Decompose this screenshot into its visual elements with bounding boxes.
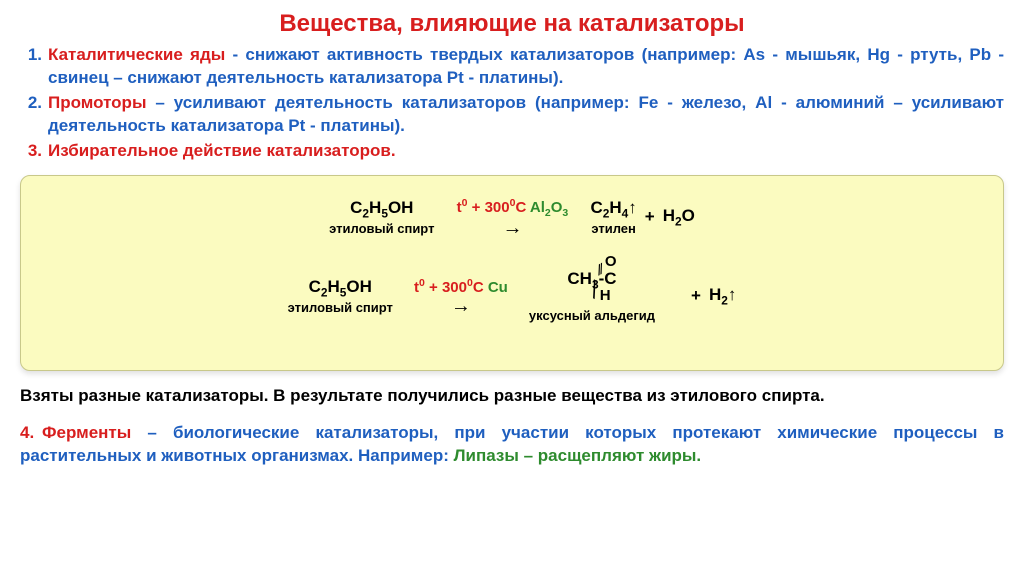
plus: +	[691, 285, 701, 308]
reagent-label: этиловый спирт	[329, 220, 434, 238]
product-2: H2↑	[709, 284, 736, 308]
formula: C2H4↑	[590, 197, 636, 221]
list-item-4: 4. Ферменты – биологические катализаторы…	[20, 422, 1004, 468]
cond-t: t0 + 3000C	[457, 199, 530, 216]
product-label: уксусный альдегид	[529, 307, 655, 325]
arrow-block: t0 + 3000C Cu →	[401, 276, 521, 316]
item-number: 4.	[20, 422, 42, 445]
list-item-2: 2. Промоторы – усиливают деятельность ка…	[20, 92, 1004, 138]
formula: H2O	[663, 205, 695, 229]
plus: +	[645, 206, 655, 229]
reaction-1: C2H5OH этиловый спирт t0 + 3000C Al2O3 →…	[21, 196, 1003, 238]
aldehyde-H: H	[600, 286, 611, 306]
term: Ферменты	[42, 423, 131, 442]
reagent: C2H5OH этиловый спирт	[288, 276, 393, 316]
item-number: 2.	[20, 92, 48, 138]
conclusion-text: Взяты разные катализаторы. В результате …	[20, 385, 1004, 408]
page-title: Вещества, влияющие на катализаторы	[20, 8, 1004, 40]
reagent-label: этиловый спирт	[288, 299, 393, 317]
aldehyde-O: O	[605, 252, 617, 272]
item-number: 1.	[20, 44, 48, 90]
arrow-block: t0 + 3000C Al2O3 →	[442, 196, 582, 238]
term: Избирательное действие катализаторов.	[48, 141, 396, 160]
term: Промоторы	[48, 93, 146, 112]
list-item-3: 3. Избирательное действие катализаторов.	[20, 140, 1004, 163]
formula: H2↑	[709, 284, 736, 308]
formula: C2H5OH	[329, 197, 434, 221]
reaction-2: C2H5OH этиловый спирт t0 + 3000C Cu → O …	[21, 254, 1003, 338]
list-item-1: 1. Каталитические яды - снижают активнос…	[20, 44, 1004, 90]
term: Каталитические яды	[48, 45, 225, 64]
product-1: C2H4↑ этилен	[590, 197, 636, 237]
catalyst: Al2O3	[530, 199, 568, 216]
reagent: C2H5OH этиловый спирт	[329, 197, 434, 237]
arrow-icon: →	[442, 218, 582, 238]
product-2: H2O	[663, 205, 695, 229]
product-aldehyde: O ⁄⁄ CH3-C ╲ H уксусный альдегид	[529, 254, 683, 338]
cond-t: t0 + 3000C	[414, 279, 488, 296]
formula: C2H5OH	[288, 276, 393, 300]
catalyst: Cu	[488, 279, 508, 296]
product-label: этилен	[590, 220, 636, 238]
example: Липазы – расщепляют жиры.	[454, 446, 702, 465]
arrow-icon: →	[401, 296, 521, 316]
item-number: 3.	[20, 140, 48, 163]
item-body: – усиливают деятельность катализаторов (…	[48, 93, 1004, 135]
reaction-panel: C2H5OH этиловый спирт t0 + 3000C Al2O3 →…	[20, 175, 1004, 371]
